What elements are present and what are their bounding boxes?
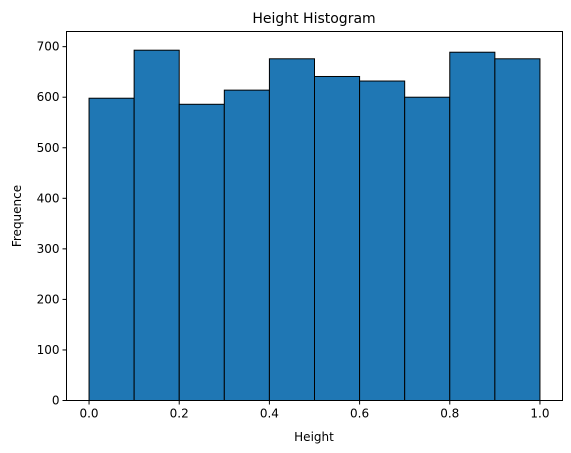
y-axis-ticks: 0 100 200 300 400 500 600 700 [37,40,67,408]
y-tick-label-0: 0 [52,394,60,408]
histogram-bar-7 [404,96,451,401]
x-tick-label-5: 1.0 [530,407,549,421]
histogram-bar-1 [133,49,180,402]
x-tick-label-2: 0.4 [260,407,279,421]
y-tick-label-5: 500 [37,141,60,155]
histogram-bar-2 [178,103,225,402]
histogram-bar-0 [88,97,135,401]
histogram-bar-4 [268,58,315,401]
histogram-bar-6 [359,80,406,401]
y-tick-label-1: 100 [37,343,60,357]
x-tick-label-3: 0.6 [350,407,369,421]
x-tick-label-1: 0.2 [170,407,189,421]
y-axis-label: Frequence [10,185,24,247]
chart-title: Height Histogram [252,11,375,27]
x-tick-label-4: 0.8 [440,407,459,421]
y-tick-label-6: 600 [37,90,60,104]
bars-group [88,49,541,402]
x-axis-label: Height [294,430,334,444]
histogram-bar-9 [494,58,541,401]
y-tick-label-3: 300 [37,242,60,256]
y-tick-label-7: 700 [37,40,60,54]
histogram-bar-5 [314,75,361,401]
histogram-bar-3 [223,89,270,401]
y-tick-label-2: 200 [37,292,60,306]
y-tick-label-4: 400 [37,191,60,205]
x-axis-ticks: 0.0 0.2 0.4 0.6 0.8 1.0 [79,400,550,421]
histogram-bar-8 [449,51,496,401]
plot-frame [66,31,563,401]
x-tick-label-0: 0.0 [79,407,98,421]
